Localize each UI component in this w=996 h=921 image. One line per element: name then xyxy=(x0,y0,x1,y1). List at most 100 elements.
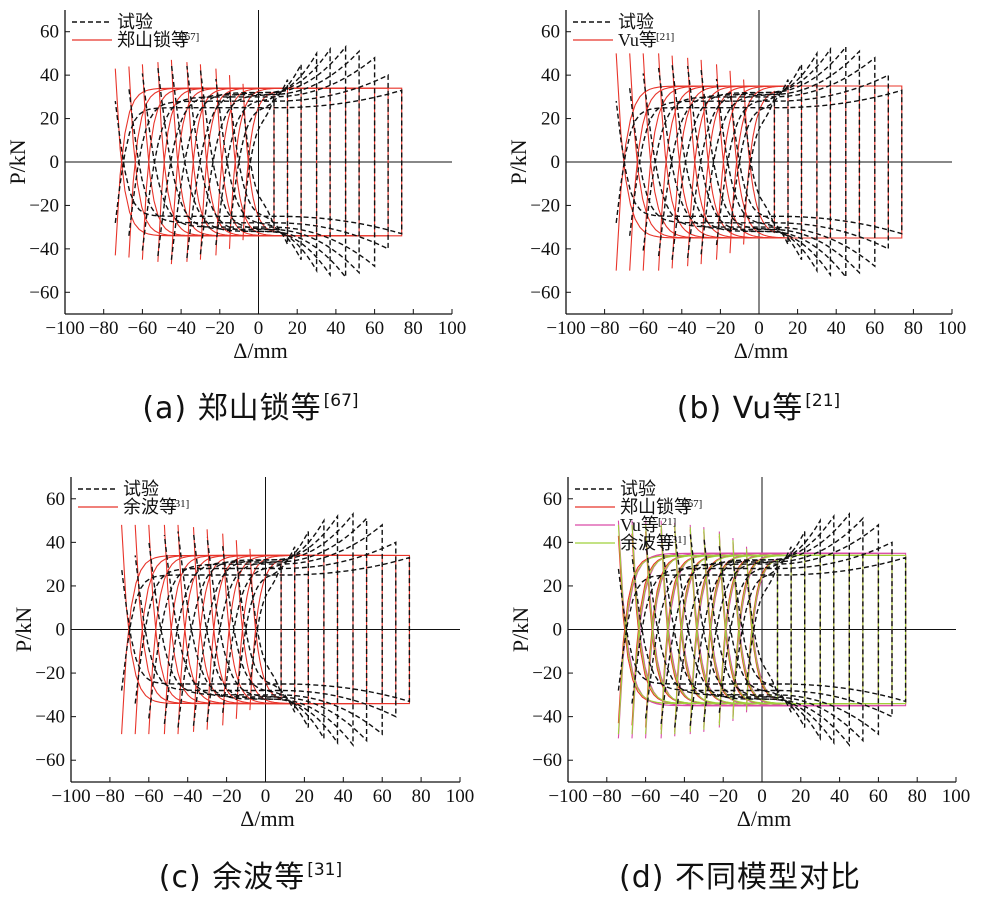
hysteresis-loop xyxy=(249,565,282,694)
x-tick-label: 80 xyxy=(908,786,927,807)
x-tick-label: 100 xyxy=(438,318,467,339)
hysteresis-loop xyxy=(114,89,403,235)
hysteresis-loop xyxy=(642,56,876,268)
hysteresis-loop xyxy=(742,97,776,227)
hysteresis-loop xyxy=(745,548,779,711)
hysteresis-loop xyxy=(228,75,289,249)
x-tick-label: −60 xyxy=(134,786,164,807)
hysteresis-loop xyxy=(700,59,818,265)
hysteresis-loop xyxy=(729,79,789,245)
y-tick-label: −40 xyxy=(532,707,562,728)
hysteresis-loop xyxy=(235,546,296,713)
hysteresis-loop xyxy=(163,516,368,743)
panel-caption: (b) Vu等 xyxy=(677,391,804,426)
legend-label: 试验 xyxy=(618,12,654,32)
y-tick-label: 0 xyxy=(56,620,66,641)
plot-area xyxy=(120,511,411,748)
legend-ref: [67] xyxy=(181,31,199,43)
y-axis-label: P/kN xyxy=(5,139,30,184)
y-tick-label: 40 xyxy=(541,65,560,86)
x-tick-label: 100 xyxy=(446,786,475,807)
hysteresis-loop xyxy=(134,541,397,718)
legend-ref: [21] xyxy=(658,516,676,528)
panel-d: −100 −80 −60 −40 −20 0 20 40 60 80 100 −60 −40 −20 0 20… xyxy=(508,477,970,895)
x-tick-label: 20 xyxy=(295,786,314,807)
x-tick-label: −20 xyxy=(212,786,242,807)
x-tick-label: 80 xyxy=(404,318,423,339)
hysteresis-loop xyxy=(242,97,275,227)
y-tick-label: −60 xyxy=(532,750,562,771)
hysteresis-loop xyxy=(674,511,850,748)
y-tick-label: −60 xyxy=(35,750,65,771)
panel-caption: (a) 郑山锁等 xyxy=(142,391,321,426)
hysteresis-loop xyxy=(700,50,818,274)
x-tick-label: −60 xyxy=(631,786,661,807)
hysteresis-loop xyxy=(729,70,789,254)
legend-label: 试验 xyxy=(117,12,153,32)
caption-ref: [67] xyxy=(324,391,359,411)
y-tick-label: 20 xyxy=(541,109,560,130)
panel-b: −100 −80 −60 −40 −20 0 20 40 60 80 100 −60 −40 −20 0 20… xyxy=(506,10,966,426)
hysteresis-loop xyxy=(199,64,318,260)
x-tick-label: −20 xyxy=(708,786,738,807)
series-试验 xyxy=(617,511,907,748)
x-tick-label: 20 xyxy=(788,318,807,339)
x-tick-label: 60 xyxy=(865,318,884,339)
hysteresis-loop xyxy=(148,523,383,736)
hysteresis-loop xyxy=(617,556,907,703)
hysteresis-loop xyxy=(615,89,903,235)
x-tick-label: −60 xyxy=(128,318,158,339)
x-tick-label: 40 xyxy=(830,786,849,807)
plot-area xyxy=(615,44,903,280)
panel-caption: (c) 余波等 xyxy=(159,860,305,895)
y-tick-label: −20 xyxy=(530,195,560,216)
plot-area xyxy=(114,44,403,280)
series-试验 xyxy=(120,511,411,748)
y-tick-label: 60 xyxy=(46,489,65,510)
legend-ref: [21] xyxy=(656,31,674,43)
hysteresis-loop xyxy=(249,548,282,711)
panel-a: −100 −80 −60 −40 −20 0 20 40 60 80 100 −60 −40 −20 0 20… xyxy=(5,10,466,426)
hysteresis-loop xyxy=(703,517,821,742)
x-tick-label: 60 xyxy=(869,786,888,807)
x-tick-label: 100 xyxy=(942,786,971,807)
y-tick-label: 40 xyxy=(40,65,59,86)
hysteresis-loop xyxy=(215,63,302,261)
y-tick-label: −60 xyxy=(29,282,59,303)
x-tick-label: −80 xyxy=(89,318,119,339)
x-tick-label: −100 xyxy=(548,786,587,807)
y-tick-label: −20 xyxy=(532,663,562,684)
y-tick-label: 40 xyxy=(46,532,65,553)
legend-label: 郑山锁等 xyxy=(117,30,189,50)
panel-caption: (d) 不同模型对比 xyxy=(619,860,861,895)
x-tick-label: 100 xyxy=(938,318,967,339)
x-tick-label: 40 xyxy=(334,786,353,807)
x-tick-label: 0 xyxy=(261,786,271,807)
y-tick-label: 20 xyxy=(40,109,59,130)
hysteresis-loop xyxy=(657,49,861,275)
hysteresis-loop xyxy=(745,565,779,694)
hysteresis-loop xyxy=(177,511,354,748)
x-tick-label: 20 xyxy=(288,318,307,339)
y-axis-label: P/kN xyxy=(11,607,36,652)
legend-label: Vu等 xyxy=(620,515,659,535)
x-tick-label: −100 xyxy=(51,786,90,807)
x-axis-label: Δ/mm xyxy=(240,806,294,831)
x-tick-label: 40 xyxy=(827,318,846,339)
y-tick-label: 0 xyxy=(50,152,60,173)
legend-ref: [31] xyxy=(668,534,686,546)
x-axis-label: Δ/mm xyxy=(737,806,791,831)
x-tick-label: −100 xyxy=(45,318,84,339)
x-tick-label: −80 xyxy=(95,786,125,807)
y-tick-label: −20 xyxy=(35,663,65,684)
x-tick-label: −60 xyxy=(628,318,658,339)
x-tick-label: −100 xyxy=(546,318,585,339)
x-tick-label: 80 xyxy=(412,786,431,807)
y-tick-label: −60 xyxy=(530,282,560,303)
y-tick-label: −20 xyxy=(29,195,59,216)
legend-label: 试验 xyxy=(123,479,159,499)
hysteresis-loop xyxy=(206,518,325,741)
